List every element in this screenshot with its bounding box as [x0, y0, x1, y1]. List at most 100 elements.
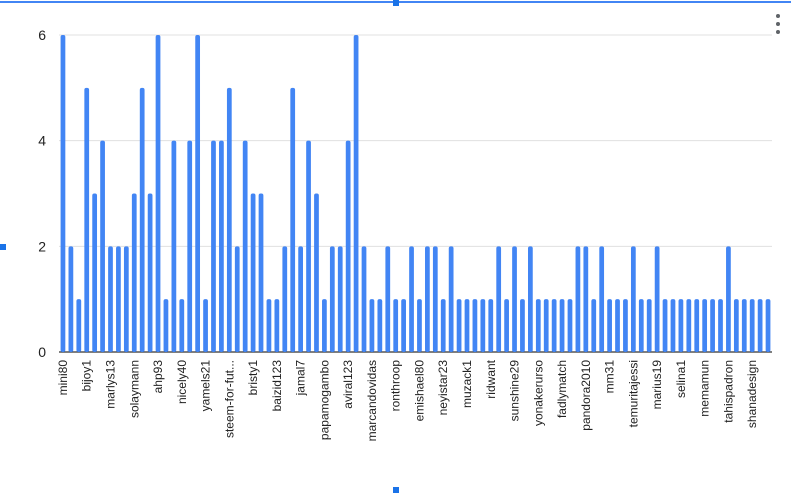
bar-64[interactable]: [559, 299, 565, 352]
bar-35[interactable]: [329, 246, 335, 352]
resize-handle-bottom[interactable]: [393, 487, 399, 493]
bar-52[interactable]: [464, 299, 470, 352]
bar-73[interactable]: [630, 246, 636, 352]
resize-handle-top[interactable]: [393, 0, 399, 6]
bar-68[interactable]: [591, 299, 597, 352]
bar-77[interactable]: [662, 299, 668, 352]
x-tick-label: pandora2010: [579, 360, 593, 431]
bar-18[interactable]: [195, 35, 201, 352]
bar-86[interactable]: [733, 299, 739, 352]
bar-46[interactable]: [417, 299, 422, 352]
x-tick-label: ahp93: [151, 360, 165, 394]
bar-26[interactable]: [258, 193, 264, 353]
bar-45[interactable]: [409, 246, 414, 352]
bar-3[interactable]: [76, 299, 82, 352]
bar-61[interactable]: [535, 299, 541, 352]
y-tick-label: 2: [38, 238, 46, 254]
bar-47[interactable]: [425, 246, 430, 352]
bar-25[interactable]: [250, 193, 256, 353]
bar-58[interactable]: [512, 246, 517, 352]
bar-41[interactable]: [377, 299, 383, 352]
bar-82[interactable]: [702, 299, 708, 352]
bar-74[interactable]: [638, 299, 644, 352]
bar-4[interactable]: [84, 87, 90, 352]
resize-handle-left[interactable]: [0, 244, 6, 250]
bar-83[interactable]: [710, 299, 715, 352]
bar-75[interactable]: [646, 299, 652, 352]
bar-70[interactable]: [607, 299, 612, 352]
bar-23[interactable]: [234, 246, 240, 352]
bar-33[interactable]: [314, 193, 319, 353]
bar-14[interactable]: [163, 299, 169, 352]
bar-11[interactable]: [139, 87, 145, 352]
bar-30[interactable]: [290, 87, 296, 352]
chart-menu-icon[interactable]: [772, 12, 784, 36]
bar-67[interactable]: [583, 246, 589, 352]
bar-38[interactable]: [353, 35, 359, 352]
bar-24[interactable]: [242, 140, 248, 352]
bar-12[interactable]: [147, 193, 153, 353]
bar-7[interactable]: [108, 246, 113, 352]
bar-15[interactable]: [171, 140, 177, 352]
bar-48[interactable]: [432, 246, 438, 352]
bar-78[interactable]: [670, 299, 676, 352]
bar-31[interactable]: [298, 246, 303, 352]
bar-54[interactable]: [480, 299, 486, 352]
bar-69[interactable]: [599, 246, 605, 352]
bar-8[interactable]: [116, 246, 121, 352]
bar-19[interactable]: [203, 299, 208, 352]
bar-71[interactable]: [615, 299, 620, 352]
bar-88[interactable]: [749, 299, 755, 352]
bar-57[interactable]: [504, 299, 509, 352]
bar-6[interactable]: [100, 140, 105, 352]
bar-89[interactable]: [757, 299, 763, 352]
bar-49[interactable]: [440, 299, 446, 352]
gridlines: [59, 34, 772, 353]
bar-40[interactable]: [369, 299, 375, 352]
bar-85[interactable]: [726, 246, 731, 352]
bar-56[interactable]: [496, 246, 502, 352]
bar-5[interactable]: [92, 193, 98, 353]
bar-17[interactable]: [187, 140, 193, 352]
bar-21[interactable]: [219, 140, 224, 352]
bar-63[interactable]: [551, 299, 557, 352]
bar-84[interactable]: [718, 299, 723, 352]
bar-65[interactable]: [567, 299, 573, 352]
bar-76[interactable]: [654, 246, 660, 352]
bar-42[interactable]: [385, 246, 391, 352]
bar-29[interactable]: [282, 246, 288, 352]
bar-36[interactable]: [337, 246, 343, 352]
bar-44[interactable]: [401, 299, 406, 352]
bar-2[interactable]: [68, 246, 74, 352]
bar-59[interactable]: [520, 299, 525, 352]
bar-16[interactable]: [179, 299, 185, 352]
bar-20[interactable]: [211, 140, 216, 352]
bar-9[interactable]: [123, 246, 129, 352]
x-tick-label: baizid123: [270, 360, 284, 412]
bar-13[interactable]: [155, 35, 161, 352]
bar-79[interactable]: [678, 299, 684, 352]
bar-28[interactable]: [274, 299, 280, 352]
bar-87[interactable]: [741, 299, 747, 352]
bar-66[interactable]: [575, 246, 581, 352]
bar-37[interactable]: [345, 140, 351, 352]
bar-34[interactable]: [322, 299, 327, 352]
bar-22[interactable]: [226, 87, 232, 352]
bar-32[interactable]: [306, 140, 311, 352]
bar-90[interactable]: [765, 299, 771, 352]
bar-51[interactable]: [456, 299, 462, 352]
bar-72[interactable]: [623, 299, 628, 352]
bar-53[interactable]: [472, 299, 478, 352]
bar-39[interactable]: [361, 246, 367, 352]
bar-50[interactable]: [448, 246, 454, 352]
bar-60[interactable]: [528, 246, 533, 352]
bar-55[interactable]: [488, 299, 494, 352]
bar-10[interactable]: [131, 193, 137, 353]
bar-43[interactable]: [393, 299, 399, 352]
bar-1[interactable]: [60, 35, 66, 352]
bar-62[interactable]: [543, 299, 549, 352]
bar-27[interactable]: [266, 299, 272, 352]
bar-81[interactable]: [694, 299, 700, 352]
bars: [60, 35, 771, 353]
bar-80[interactable]: [686, 299, 692, 352]
